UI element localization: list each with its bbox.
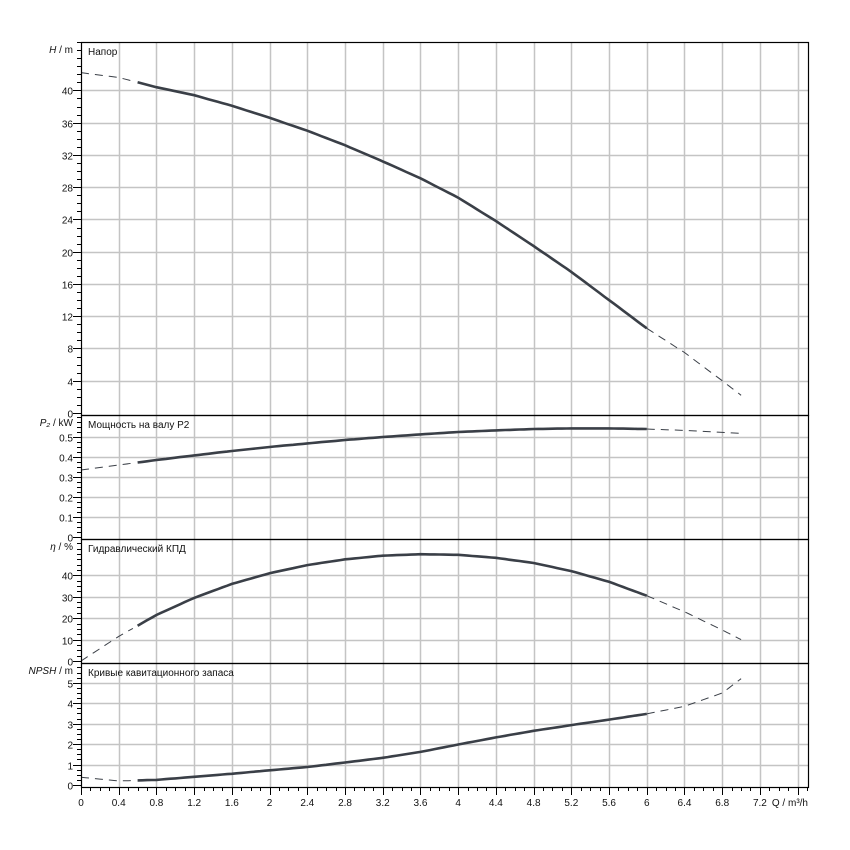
curve-extrapolated-start <box>80 627 134 662</box>
y-tick-label: 24 <box>62 216 74 227</box>
y-axis-label-unit: / kW <box>50 418 73 429</box>
x-tick-label: 0 <box>78 798 84 809</box>
y-axis-label: P₂ / kW <box>40 418 74 429</box>
x-tick-label: 3.2 <box>376 798 390 809</box>
panel-2: 0 10 20 30 40 η / % Гидравлический КПД <box>50 538 810 669</box>
panel-0: 0 4 8 12 16 20 24 28 32 36 40 H / m Напор <box>49 41 810 421</box>
panel-title: Кривые кавитационного запаса <box>88 668 234 679</box>
y-axis-label-symbol: H <box>49 45 57 56</box>
x-tick-label: 1.6 <box>225 798 239 809</box>
panel-frame <box>80 41 810 417</box>
y-tick-label: 0.5 <box>59 434 73 445</box>
y-tick-label: 0 <box>67 782 73 793</box>
y-tick-label: 0.3 <box>59 474 73 485</box>
curve-extrapolated-end <box>646 327 742 396</box>
x-tick-label: 0.4 <box>112 798 126 809</box>
y-tick-label: 0 <box>67 658 73 669</box>
y-axis-label: NPSH / m <box>29 666 73 677</box>
panel-title: Мощность на валу P2 <box>88 420 190 431</box>
curve-operating-range <box>137 712 647 782</box>
y-tick-label: 40 <box>62 572 74 583</box>
panel-frame <box>80 538 810 665</box>
x-tick-label: 3.6 <box>414 798 428 809</box>
x-tick-label: 0.8 <box>149 798 163 809</box>
panel-3: 0 1 2 3 4 5 NPSH / m Кривые кавитационного запа… <box>29 662 810 793</box>
x-tick-label: 4.4 <box>489 798 503 809</box>
y-axis-label-unit: / % <box>56 542 73 553</box>
curve-operating-range <box>137 81 648 330</box>
y-tick-label: 0 <box>67 534 73 545</box>
x-tick-label: 4 <box>455 798 461 809</box>
x-tick-label: 6.4 <box>678 798 692 809</box>
y-tick-label: 20 <box>62 249 74 260</box>
y-axis-label: η / % <box>50 542 73 553</box>
y-tick-label: 10 <box>62 637 74 648</box>
y-axis-label-unit: / m <box>56 666 73 677</box>
y-tick-label: 1 <box>67 762 73 773</box>
y-axis-label-symbol: P₂ <box>40 418 51 429</box>
curve-extrapolated-start <box>80 462 133 471</box>
y-tick-label: 36 <box>62 120 74 131</box>
curve-operating-range <box>137 427 647 464</box>
x-tick-label: 5.2 <box>564 798 578 809</box>
y-tick-label: 12 <box>62 313 74 324</box>
curve-operating-range <box>136 552 648 627</box>
x-tick-label: 6 <box>644 798 650 809</box>
y-tick-label: 0 <box>67 410 73 421</box>
y-axis-label-symbol: NPSH <box>29 666 58 677</box>
x-tick-label: 2.8 <box>338 798 352 809</box>
x-tick-label: 2.4 <box>300 798 314 809</box>
x-tick-label: 5.6 <box>602 798 616 809</box>
panel-title: Напор <box>88 47 118 58</box>
x-tick-label: 1.2 <box>187 798 201 809</box>
y-tick-label: 20 <box>62 615 74 626</box>
y-tick-label: 3 <box>67 721 73 732</box>
y-tick-label: 8 <box>67 345 73 356</box>
x-tick-label: 2 <box>267 798 273 809</box>
y-tick-label: 40 <box>62 87 74 98</box>
y-tick-label: 4 <box>67 700 73 711</box>
panel-1: 0 0.1 0.2 0.3 0.4 0.5 P₂ / kW Мощность на валу … <box>40 414 810 545</box>
x-tick-label: 7.2 <box>753 798 767 809</box>
y-tick-label: 2 <box>67 741 73 752</box>
y-tick-label: 5 <box>67 680 73 691</box>
panel-frame <box>80 662 810 789</box>
y-tick-label: 0.2 <box>59 494 73 505</box>
curve-extrapolated-start <box>80 72 134 82</box>
curve-extrapolated-end <box>646 428 742 434</box>
y-tick-label: 0.4 <box>59 454 73 465</box>
y-axis-label-symbol: η <box>50 542 56 553</box>
panel-title: Гидравлический КПД <box>88 544 186 555</box>
y-tick-label: 0.1 <box>59 514 73 525</box>
x-tick-label: 4.8 <box>527 798 541 809</box>
y-tick-label: 16 <box>62 281 74 292</box>
y-tick-label: 32 <box>62 152 74 163</box>
y-tick-label: 28 <box>62 184 74 195</box>
y-axis-label-unit: / m <box>56 45 73 56</box>
curve-extrapolated-end <box>646 678 742 715</box>
curve-extrapolated-end <box>646 595 742 641</box>
x-tick-label: 6.8 <box>715 798 729 809</box>
curve-extrapolated-start <box>80 776 133 782</box>
y-axis-label: H / m <box>49 45 73 56</box>
y-tick-label: 30 <box>62 594 74 605</box>
y-tick-label: 4 <box>67 378 73 389</box>
x-axis-label: Q / m³/h <box>772 798 808 809</box>
